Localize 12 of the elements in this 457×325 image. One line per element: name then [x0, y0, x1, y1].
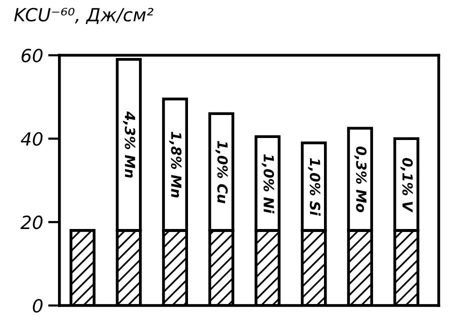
x-tick-label: 1,8% Mn — [169, 132, 182, 198]
x-tick-label: 4,3% Mn — [122, 111, 136, 178]
x-tick-label: 1,0% Ni — [262, 154, 274, 214]
x-tick-label: 0,1% V — [400, 158, 413, 213]
y-axis-title: KCU⁻⁶⁰, Дж/см² — [14, 8, 154, 24]
y-tick-label: 20 — [20, 216, 43, 230]
y-tick-label: 60 — [22, 48, 43, 62]
y-tick-label: 40 — [20, 132, 43, 146]
x-tick-label: 1,0% Cu — [216, 140, 228, 204]
x-tick-label: 0,3% Mo — [354, 146, 367, 212]
x-tick-label: 1,0% Si — [308, 158, 321, 216]
y-tick-label: 0 — [32, 298, 43, 313]
